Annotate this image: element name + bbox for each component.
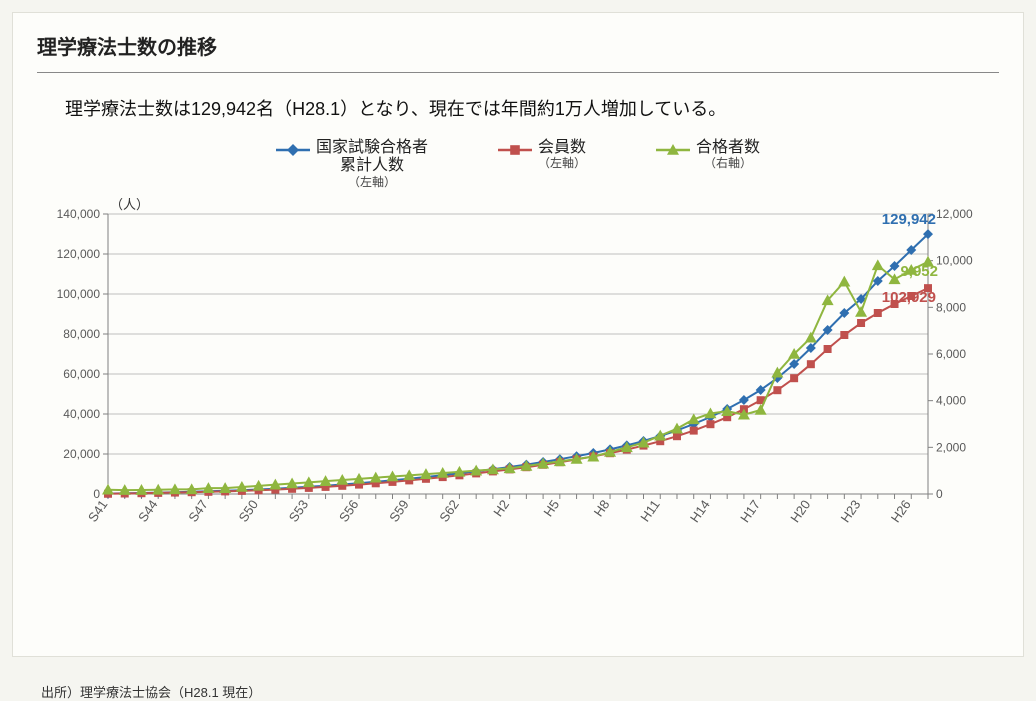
svg-text:102,929: 102,929 [882, 289, 936, 306]
title-rule [37, 72, 999, 73]
svg-text:H17: H17 [737, 497, 763, 525]
svg-text:129,942: 129,942 [882, 211, 936, 228]
svg-text:6,000: 6,000 [936, 347, 966, 361]
svg-text:H8: H8 [591, 497, 613, 519]
svg-text:H26: H26 [888, 497, 914, 525]
line-chart-svg: 0 20,000 40,000 60,000 80,000 100,000 120,000 1… [38, 194, 998, 594]
svg-text:S56: S56 [336, 497, 362, 525]
chart-area: （人） 0 20,000 40,000 60,000 80,000 100,000 120,… [38, 194, 998, 674]
svg-text:S53: S53 [286, 497, 312, 525]
legend-item: 合格者数（右軸） [656, 139, 760, 190]
chart-card: 理学療法士数の推移 理学療法士数は129,942名（H28.1）となり、現在では… [12, 12, 1024, 657]
svg-text:60,000: 60,000 [63, 367, 100, 381]
svg-text:140,000: 140,000 [57, 207, 101, 221]
svg-text:H23: H23 [838, 497, 864, 525]
page-title: 理学療法士数の推移 [37, 31, 999, 60]
y-axis-unit: （人） [110, 194, 149, 213]
legend-item: 国家試験合格者累計人数（左軸） [276, 139, 428, 190]
svg-text:2,000: 2,000 [936, 440, 966, 454]
svg-text:S47: S47 [185, 497, 211, 525]
svg-text:8,000: 8,000 [936, 300, 966, 314]
svg-text:H5: H5 [540, 497, 562, 519]
svg-text:0: 0 [936, 487, 943, 501]
svg-text:H11: H11 [637, 497, 662, 524]
svg-text:S44: S44 [135, 497, 161, 525]
svg-text:12,000: 12,000 [936, 207, 973, 221]
svg-text:H2: H2 [490, 497, 512, 519]
svg-text:120,000: 120,000 [57, 247, 101, 261]
svg-text:S50: S50 [236, 497, 262, 525]
source-text: 出所）理学療法士協会（H28.1 現在） [41, 682, 999, 701]
svg-text:S62: S62 [436, 497, 462, 525]
svg-text:80,000: 80,000 [63, 327, 100, 341]
svg-text:S41: S41 [85, 497, 111, 525]
svg-text:20,000: 20,000 [63, 447, 100, 461]
svg-text:10,000: 10,000 [936, 253, 973, 267]
svg-text:100,000: 100,000 [57, 287, 101, 301]
svg-text:H14: H14 [687, 497, 713, 525]
svg-text:9,952: 9,952 [900, 263, 938, 280]
svg-text:H20: H20 [787, 497, 813, 525]
legend-item: 会員数（左軸） [498, 139, 586, 190]
svg-text:4,000: 4,000 [936, 393, 966, 407]
svg-text:S59: S59 [386, 497, 412, 525]
chart-legend: 国家試験合格者累計人数（左軸） 会員数（左軸） 合格者数（右軸） [37, 139, 999, 190]
subtitle-text: 理学療法士数は129,942名（H28.1）となり、現在では年間約1万人増加して… [65, 95, 999, 121]
svg-text:40,000: 40,000 [63, 407, 100, 421]
